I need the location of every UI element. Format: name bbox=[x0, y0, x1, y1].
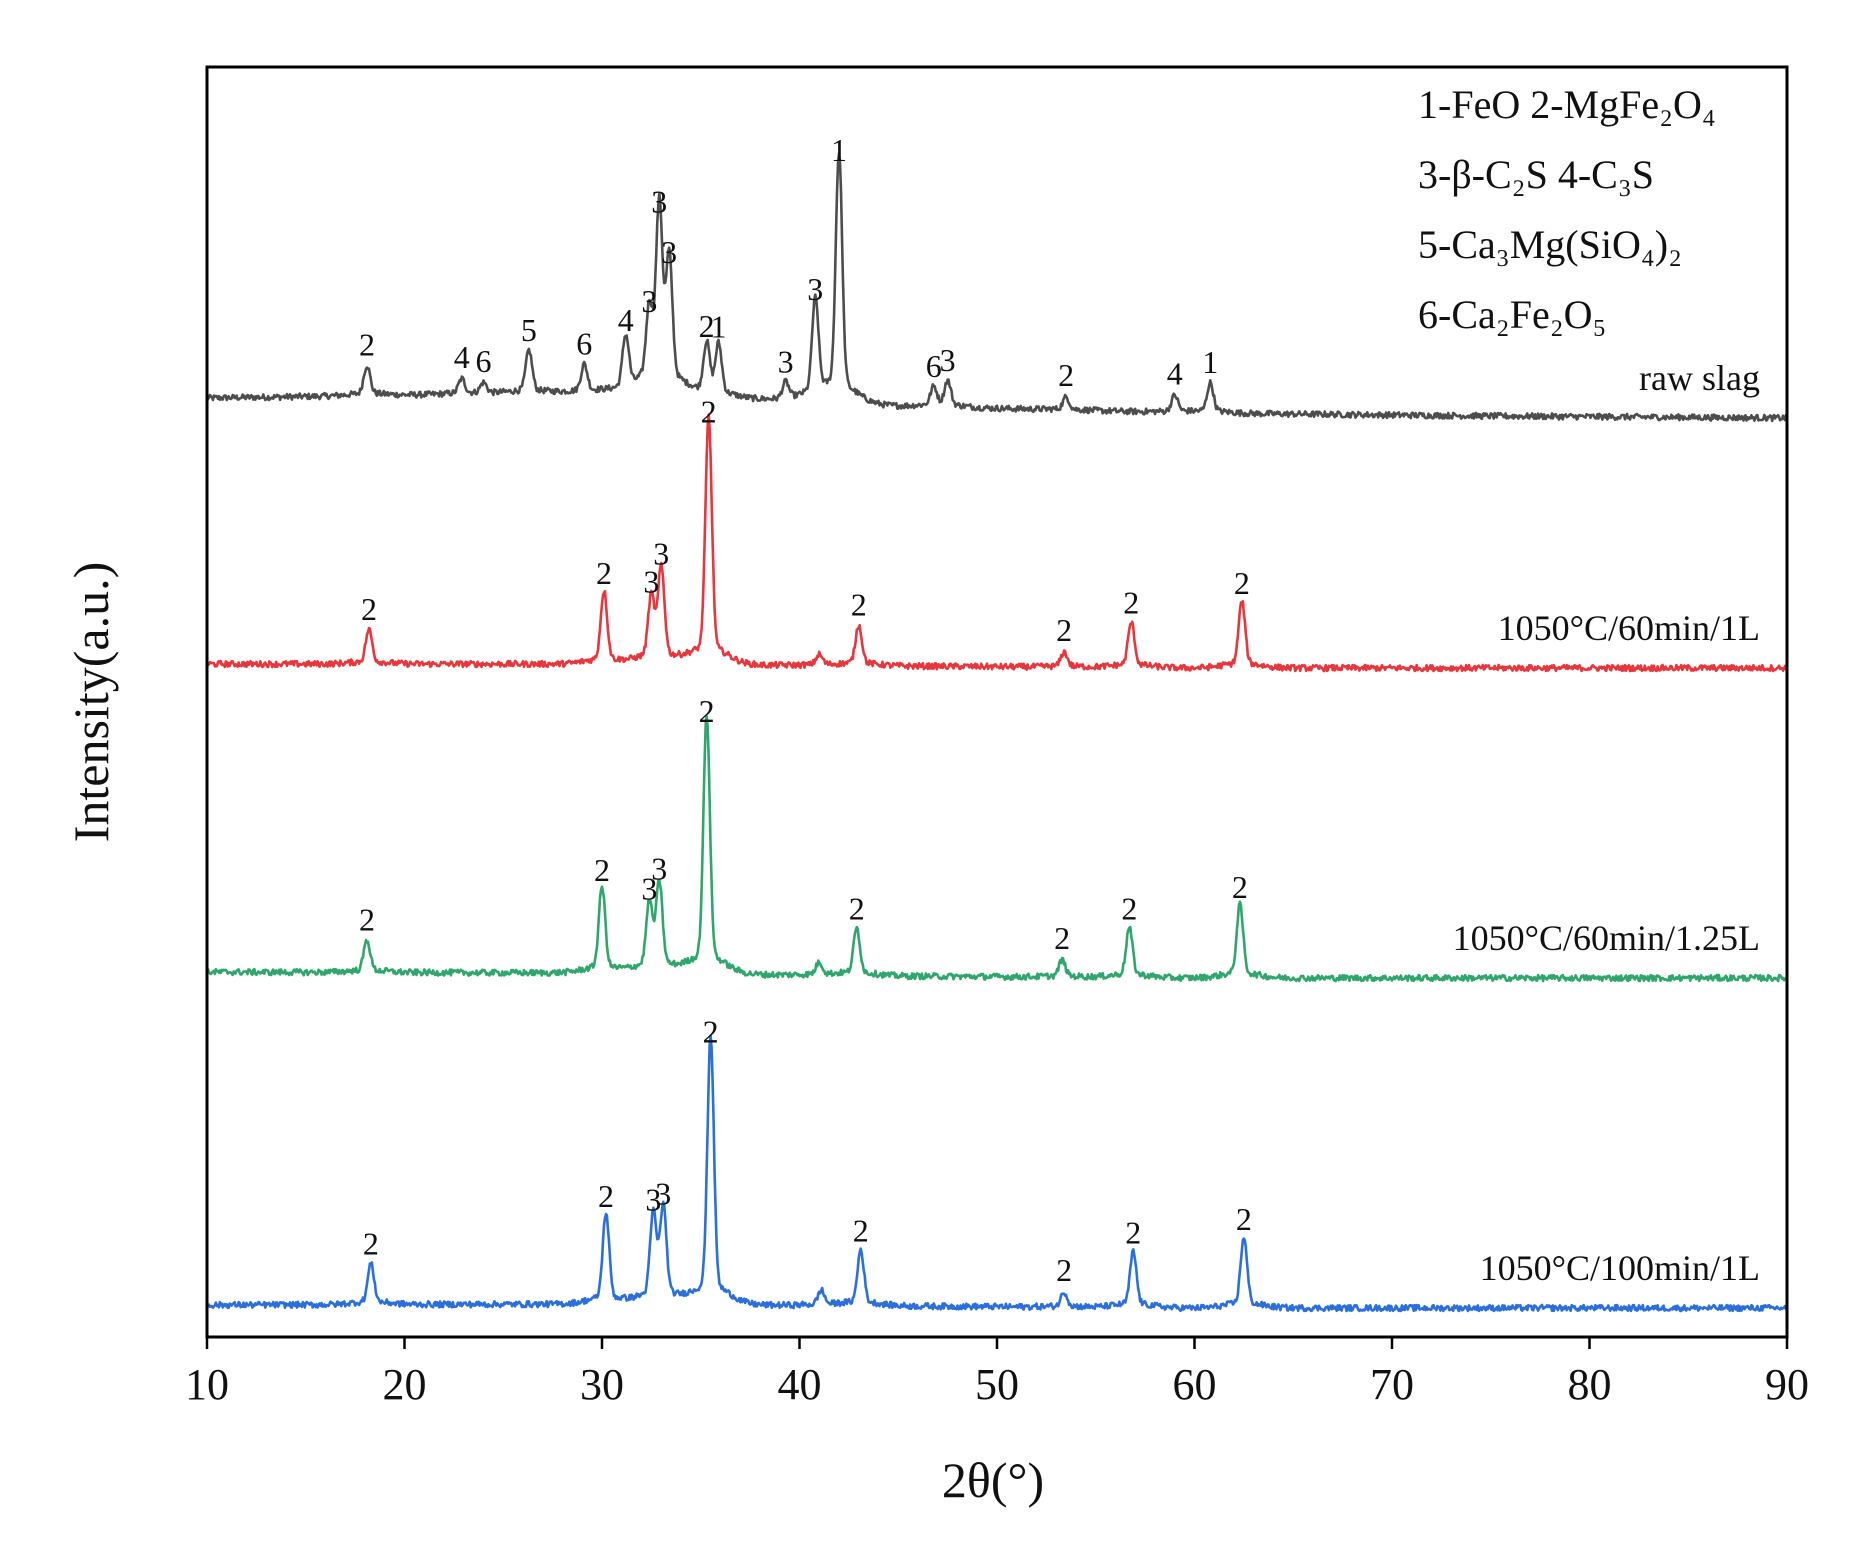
peak-label-3-0: 2 bbox=[363, 1226, 379, 1262]
x-tick-label-80: 80 bbox=[1568, 1360, 1612, 1409]
peak-label-2-4: 2 bbox=[699, 693, 715, 729]
peak-label-2-2: 3 bbox=[641, 870, 657, 906]
series-label-2: 1050°C/60min/1.25L bbox=[1453, 918, 1760, 958]
x-axis-label: 2θ(°) bbox=[942, 1452, 1044, 1508]
x-tick-label-40: 40 bbox=[778, 1360, 822, 1409]
series-label-1: 1050°C/60min/1L bbox=[1498, 608, 1760, 648]
peak-label-3-6: 2 bbox=[853, 1213, 869, 1249]
peak-label-0-7: 3 bbox=[651, 184, 667, 220]
peak-label-0-0: 2 bbox=[359, 327, 375, 363]
legend-line-3: 5-Ca₃Mg(SiO₄)₂ bbox=[1418, 222, 1682, 267]
legend-line-4: 6-Ca₂Fe₂O₅ bbox=[1418, 292, 1606, 337]
peak-label-0-14: 6 bbox=[926, 348, 942, 384]
peak-label-2-3: 3 bbox=[651, 851, 667, 887]
peak-label-0-4: 6 bbox=[576, 325, 592, 361]
series-line-2 bbox=[205, 715, 1788, 983]
series-layer bbox=[205, 152, 1789, 1313]
peak-label-3-3: 3 bbox=[655, 1175, 671, 1211]
peak-label-1-6: 2 bbox=[851, 587, 867, 623]
peak-label-0-13: 1 bbox=[831, 132, 847, 168]
peak-label-1-0: 2 bbox=[361, 591, 377, 627]
peak-label-0-8: 3 bbox=[661, 234, 677, 270]
peak-label-0-9: 2 bbox=[699, 308, 715, 344]
peak-label-0-6: 3 bbox=[641, 283, 657, 319]
peak-label-2-1: 2 bbox=[594, 852, 610, 888]
peak-label-0-16: 2 bbox=[1058, 357, 1074, 393]
peak-label-0-17: 4 bbox=[1167, 356, 1183, 392]
peak-label-1-7: 2 bbox=[1056, 612, 1072, 648]
peak-label-2-0: 2 bbox=[359, 901, 375, 937]
series-label-0: raw slag bbox=[1639, 358, 1760, 398]
peak-label-2-7: 2 bbox=[1054, 920, 1070, 956]
series-label-3: 1050°C/100min/1L bbox=[1480, 1248, 1760, 1288]
legend-line-1: 1-FeO 2-MgFe₂O₄ bbox=[1418, 82, 1716, 127]
x-tick-label-10: 10 bbox=[185, 1360, 229, 1409]
peak-label-3-9: 2 bbox=[1236, 1201, 1252, 1237]
peak-label-0-12: 3 bbox=[807, 271, 823, 307]
peak-label-2-8: 2 bbox=[1121, 891, 1137, 927]
peak-label-0-2: 6 bbox=[476, 343, 492, 379]
peak-label-1-2: 3 bbox=[643, 563, 659, 599]
peak-label-1-8: 2 bbox=[1123, 585, 1139, 621]
peak-label-3-1: 2 bbox=[598, 1178, 614, 1214]
legend: 1-FeO 2-MgFe₂O₄ 3-β-C₂S 4-C₃S 5-Ca₃Mg(Si… bbox=[1418, 82, 1716, 337]
peak-label-1-9: 2 bbox=[1234, 565, 1250, 601]
x-tick-label-20: 20 bbox=[383, 1360, 427, 1409]
peak-label-2-6: 2 bbox=[849, 891, 865, 927]
peak-label-1-4: 2 bbox=[701, 394, 717, 430]
x-tick-layer: 10 20 30 40 50 60 70 80 90 bbox=[185, 1337, 1809, 1409]
peak-label-1-3: 3 bbox=[653, 535, 669, 571]
x-tick-label-60: 60 bbox=[1173, 1360, 1217, 1409]
legend-line-2: 3-β-C₂S 4-C₃S bbox=[1418, 152, 1654, 197]
peak-label-0-3: 5 bbox=[521, 312, 537, 348]
peak-label-3-8: 2 bbox=[1125, 1215, 1141, 1251]
peak-label-0-1: 4 bbox=[454, 339, 470, 375]
y-axis-label: Intensity(a.u.) bbox=[63, 562, 119, 842]
series-line-3 bbox=[206, 1034, 1789, 1313]
x-tick-label-90: 90 bbox=[1765, 1360, 1809, 1409]
peak-label-0-15: 3 bbox=[940, 342, 956, 378]
peak-label-3-7: 2 bbox=[1056, 1252, 1072, 1288]
peak-label-2-9: 2 bbox=[1232, 869, 1248, 905]
x-tick-label-70: 70 bbox=[1370, 1360, 1414, 1409]
peak-label-0-10: 1 bbox=[711, 309, 727, 345]
peak-label-0-11: 3 bbox=[778, 344, 794, 380]
peak-label-1-1: 2 bbox=[596, 555, 612, 591]
peak-label-0-5: 4 bbox=[618, 302, 634, 338]
x-tick-label-30: 30 bbox=[580, 1360, 624, 1409]
series-line-0 bbox=[205, 152, 1789, 423]
series-label-layer: raw slag 1050°C/60min/1L 1050°C/60min/1.25… bbox=[1453, 358, 1760, 1288]
peak-label-3-4: 2 bbox=[703, 1014, 719, 1050]
x-tick-label-50: 50 bbox=[975, 1360, 1019, 1409]
peak-label-3-2: 3 bbox=[645, 1181, 661, 1217]
peak-label-0-18: 1 bbox=[1202, 344, 1218, 380]
series-line-1 bbox=[206, 413, 1789, 673]
